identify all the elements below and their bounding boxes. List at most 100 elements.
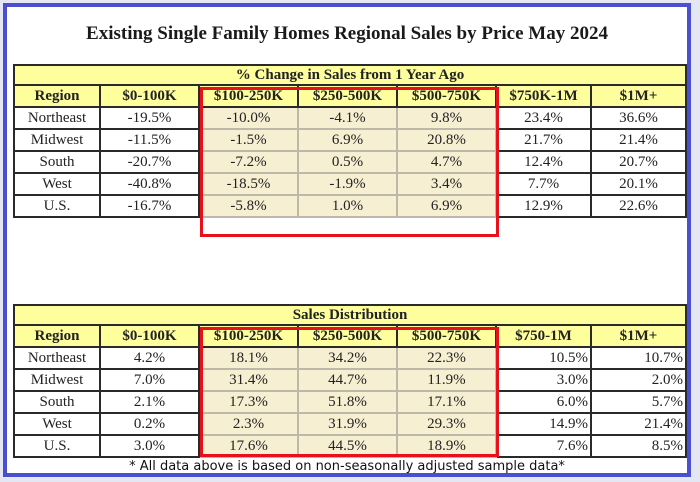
table-row: West 0.2% 2.3% 31.9% 29.3% 14.9% 21.4% [13, 412, 688, 436]
table-cell: 20.1% [589, 172, 688, 196]
figure-title: Existing Single Family Homes Regional Sa… [86, 23, 608, 44]
table-cell: -7.2% [198, 150, 299, 174]
table-cell: -10.0% [198, 106, 299, 130]
table-cell: 2.0% [589, 368, 688, 392]
table-cell: 2.3% [198, 412, 299, 436]
table-banner: % Change in Sales from 1 Year Ago [12, 64, 688, 86]
region-label: Midwest [13, 128, 101, 152]
table-cell: 6.9% [396, 194, 497, 218]
column-header: $0-100K [99, 84, 200, 108]
header-row: Region $0-100K $100-250K $250-500K $500-… [13, 84, 688, 108]
table-cell: 2.1% [99, 390, 200, 414]
table-cell: -20.7% [99, 150, 200, 174]
region-label: West [13, 172, 101, 196]
table-cell: 3.0% [495, 368, 592, 392]
table-row: Midwest 7.0% 31.4% 44.7% 11.9% 3.0% 2.0% [13, 368, 688, 392]
table-cell: 5.7% [589, 390, 688, 414]
table-row: Midwest -11.5% -1.5% 6.9% 20.8% 21.7% 21.4% [13, 128, 688, 152]
table-cell: 7.0% [99, 368, 200, 392]
table-cell: 6.0% [495, 390, 592, 414]
column-header: $1M+ [589, 324, 688, 348]
table-cell: 0.5% [297, 150, 398, 174]
table-cell: 12.9% [495, 194, 592, 218]
table-cell: 44.5% [297, 434, 398, 458]
table-cell: 31.4% [198, 368, 299, 392]
table-cell: 17.3% [198, 390, 299, 414]
table-cell: 20.8% [396, 128, 497, 152]
table-cell: 22.3% [396, 346, 497, 370]
table-cell: 20.7% [589, 150, 688, 174]
table-cell: 36.6% [589, 106, 688, 130]
column-header: Region [13, 84, 101, 108]
table-cell: 6.9% [297, 128, 398, 152]
table-row: U.S. -16.7% -5.8% 1.0% 6.9% 12.9% 22.6% [13, 194, 688, 218]
table-row: Northeast -19.5% -10.0% -4.1% 9.8% 23.4% 36.6% [13, 106, 688, 130]
table-cell: -4.1% [297, 106, 398, 130]
sales-distribution-table: Sales Distribution Region $0-100K $100-2… [12, 304, 688, 458]
table-cell: 14.9% [495, 412, 592, 436]
table-cell: 34.2% [297, 346, 398, 370]
table-cell: 18.9% [396, 434, 497, 458]
region-label: Northeast [13, 106, 101, 130]
region-label: West [13, 412, 101, 436]
table-cell: 44.7% [297, 368, 398, 392]
table-cell: 10.5% [495, 346, 592, 370]
column-header: $100-250K [198, 84, 299, 108]
table-cell: 9.8% [396, 106, 497, 130]
table-cell: 17.6% [198, 434, 299, 458]
table-cell: 8.5% [589, 434, 688, 458]
region-label: Midwest [13, 368, 101, 392]
column-header: $250-500K [297, 84, 398, 108]
column-header: $500-750K [396, 84, 497, 108]
table-banner: Sales Distribution [12, 304, 688, 326]
footnote: * All data above is based on non-seasona… [129, 459, 565, 474]
column-header: $1M+ [589, 84, 688, 108]
table-cell: 18.1% [198, 346, 299, 370]
table-cell: 12.4% [495, 150, 592, 174]
table-cell: -16.7% [99, 194, 200, 218]
table-row: South -20.7% -7.2% 0.5% 4.7% 12.4% 20.7% [13, 150, 688, 174]
table-cell: -1.9% [297, 172, 398, 196]
table-cell: 0.2% [99, 412, 200, 436]
header-row: Region $0-100K $100-250K $250-500K $500-… [13, 324, 688, 348]
region-label: South [13, 150, 101, 174]
table-cell: 7.6% [495, 434, 592, 458]
table-cell: 29.3% [396, 412, 497, 436]
region-label: U.S. [13, 434, 101, 458]
table-cell: 23.4% [495, 106, 592, 130]
table-cell: 22.6% [589, 194, 688, 218]
table-body: Northeast -19.5% -10.0% -4.1% 9.8% 23.4% 36.6%… [13, 106, 688, 218]
table-cell: 4.7% [396, 150, 497, 174]
column-header: $500-750K [396, 324, 497, 348]
table-row: South 2.1% 17.3% 51.8% 17.1% 6.0% 5.7% [13, 390, 688, 414]
table-row: Northeast 4.2% 18.1% 34.2% 22.3% 10.5% 10.7% [13, 346, 688, 370]
region-label: South [13, 390, 101, 414]
column-header: $750-1M [495, 324, 592, 348]
table-cell: 7.7% [495, 172, 592, 196]
table-cell: -5.8% [198, 194, 299, 218]
table-cell: -19.5% [99, 106, 200, 130]
table-cell: -11.5% [99, 128, 200, 152]
figure-frame: Existing Single Family Homes Regional Sa… [3, 3, 691, 477]
table-cell: -1.5% [198, 128, 299, 152]
table-body: Northeast 4.2% 18.1% 34.2% 22.3% 10.5% 10.7% Mi… [13, 346, 688, 458]
table-cell: 3.4% [396, 172, 497, 196]
table-cell: -18.5% [198, 172, 299, 196]
region-label: U.S. [13, 194, 101, 218]
table-row: U.S. 3.0% 17.6% 44.5% 18.9% 7.6% 8.5% [13, 434, 688, 458]
table-cell: 10.7% [589, 346, 688, 370]
table-row: West -40.8% -18.5% -1.9% 3.4% 7.7% 20.1% [13, 172, 688, 196]
pct-change-table: % Change in Sales from 1 Year Ago Region… [12, 64, 688, 218]
table-cell: 3.0% [99, 434, 200, 458]
column-header: Region [13, 324, 101, 348]
table-cell: 17.1% [396, 390, 497, 414]
table-cell: 51.8% [297, 390, 398, 414]
table-cell: 21.7% [495, 128, 592, 152]
table-cell: 4.2% [99, 346, 200, 370]
column-header: $0-100K [99, 324, 200, 348]
table-cell: 21.4% [589, 128, 688, 152]
column-header: $100-250K [198, 324, 299, 348]
table-cell: 21.4% [589, 412, 688, 436]
table-cell: -40.8% [99, 172, 200, 196]
table-cell: 1.0% [297, 194, 398, 218]
